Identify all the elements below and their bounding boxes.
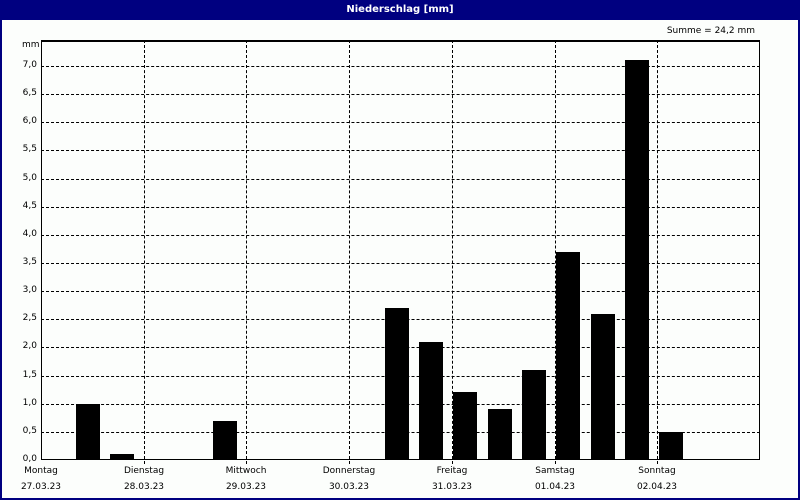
precipitation-bar — [453, 392, 477, 460]
v-gridline — [144, 40, 145, 464]
x-date-label: 30.03.23 — [328, 482, 370, 492]
h-gridline — [41, 291, 760, 292]
x-date-label: 01.04.23 — [534, 482, 576, 492]
y-tick-label: 3,0 — [22, 285, 37, 295]
x-weekday-label: Freitag — [436, 466, 468, 476]
precipitation-bar — [522, 370, 546, 460]
h-gridline — [41, 150, 760, 151]
h-gridline — [41, 263, 760, 264]
x-weekday-label: Mittwoch — [225, 466, 267, 476]
v-gridline — [246, 40, 247, 464]
precipitation-bar — [419, 342, 443, 460]
y-tick-label: 6,5 — [22, 88, 37, 98]
v-gridline — [452, 40, 453, 464]
h-gridline — [41, 66, 760, 67]
x-weekday-label: Sonntag — [638, 466, 676, 476]
v-gridline — [657, 40, 658, 464]
y-tick-label: 7,0 — [22, 60, 37, 70]
y-tick-label: 2,5 — [22, 313, 37, 323]
x-weekday-label: Montag — [24, 466, 58, 476]
y-tick-label: 6,0 — [22, 116, 37, 126]
precipitation-bar — [385, 308, 409, 460]
y-tick-label: 5,5 — [22, 144, 37, 154]
chart-title: Niederschlag [mm] — [346, 4, 454, 15]
x-weekday-label: Dienstag — [123, 466, 165, 476]
y-tick-label: 5,0 — [22, 173, 37, 183]
precipitation-bar — [556, 252, 580, 460]
h-gridline — [41, 179, 760, 180]
y-tick-label: 0,0 — [22, 454, 37, 464]
y-tick-label: 2,0 — [22, 341, 37, 351]
y-tick-label: 3,5 — [22, 257, 37, 267]
y-tick-label: 1,0 — [22, 398, 37, 408]
y-tick-label: 0,5 — [22, 426, 37, 436]
y-tick-label: 1,5 — [22, 370, 37, 380]
sum-annotation: Summe = 24,2 mm — [666, 26, 755, 36]
h-gridline — [41, 207, 760, 208]
precipitation-bar — [76, 404, 100, 460]
precipitation-bar — [213, 421, 237, 460]
h-gridline — [41, 122, 760, 123]
precipitation-bar — [488, 409, 512, 460]
x-date-label: 28.03.23 — [123, 482, 165, 492]
x-date-label: 29.03.23 — [225, 482, 267, 492]
x-date-label: 31.03.23 — [431, 482, 473, 492]
h-gridline — [41, 235, 760, 236]
v-gridline — [555, 40, 556, 464]
precipitation-bar — [659, 432, 683, 460]
x-date-label: 27.03.23 — [20, 482, 62, 492]
y-tick-label: 4,0 — [22, 229, 37, 239]
x-date-label: 02.04.23 — [636, 482, 678, 492]
h-gridline — [41, 94, 760, 95]
precipitation-bar — [110, 454, 134, 460]
precipitation-bar — [625, 60, 649, 460]
x-weekday-label: Samstag — [535, 466, 575, 476]
v-gridline — [349, 40, 350, 464]
y-tick-label: 4,5 — [22, 201, 37, 211]
x-weekday-label: Donnerstag — [322, 466, 376, 476]
precipitation-bar — [591, 314, 615, 460]
y-axis-unit: mm — [22, 40, 40, 50]
